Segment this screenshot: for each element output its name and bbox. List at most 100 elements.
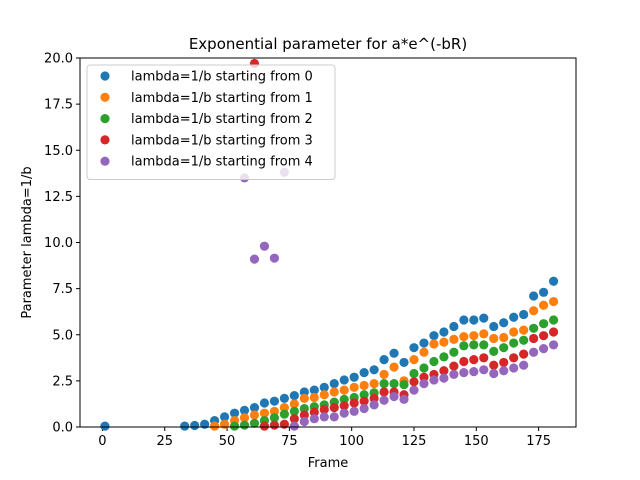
- data-point: [419, 363, 429, 373]
- data-point: [409, 355, 419, 365]
- data-point: [379, 369, 389, 380]
- data-point: [269, 420, 280, 430]
- data-point: [429, 339, 439, 349]
- data-point: [449, 369, 459, 380]
- data-point: [479, 365, 489, 375]
- x-tick-label: 175: [526, 434, 551, 449]
- data-point: [329, 403, 339, 413]
- data-point: [529, 306, 539, 316]
- legend-marker: [100, 71, 110, 81]
- data-point: [269, 413, 280, 423]
- data-point: [349, 406, 359, 416]
- data-point: [259, 241, 270, 251]
- data-point: [359, 380, 369, 391]
- data-point: [529, 323, 539, 333]
- data-point: [459, 356, 469, 367]
- data-point: [389, 379, 399, 389]
- data-point: [519, 309, 529, 320]
- data-point: [219, 412, 230, 422]
- legend-marker: [100, 156, 110, 166]
- data-point: [329, 379, 339, 389]
- data-point: [269, 253, 280, 263]
- y-axis-ticks: 0.0 2.5 5.0 7.5 10.0 12.5 15.0 17.5 20.0: [44, 52, 80, 436]
- data-point: [349, 398, 359, 408]
- x-axis-label: Frame: [308, 456, 349, 471]
- data-point: [509, 353, 519, 363]
- data-point: [479, 329, 489, 339]
- data-point: [459, 367, 469, 378]
- data-point: [319, 382, 329, 392]
- data-point: [329, 387, 339, 397]
- series-3-points: [249, 58, 559, 431]
- data-point: [529, 347, 539, 357]
- data-point: [529, 333, 539, 344]
- series-0-points: [100, 276, 559, 431]
- legend-marker: [100, 92, 110, 102]
- data-point: [489, 333, 499, 344]
- data-point: [309, 385, 319, 395]
- data-point: [399, 379, 409, 390]
- data-point: [319, 412, 329, 422]
- y-tick-label: 0.0: [52, 421, 73, 436]
- data-point: [249, 254, 260, 264]
- data-point: [548, 327, 559, 337]
- x-tick-label: 25: [156, 434, 173, 449]
- y-tick-label: 10.0: [44, 236, 73, 251]
- data-point: [359, 396, 369, 406]
- data-point: [359, 367, 369, 378]
- data-point: [538, 287, 549, 297]
- data-point: [499, 343, 509, 353]
- data-point: [538, 331, 549, 341]
- data-point: [329, 412, 339, 422]
- data-point: [449, 347, 459, 357]
- data-point: [519, 335, 529, 345]
- data-point: [479, 313, 489, 323]
- data-point: [469, 367, 479, 377]
- data-point: [519, 325, 529, 335]
- data-point: [319, 404, 329, 415]
- data-point: [389, 348, 399, 358]
- data-point: [409, 368, 419, 379]
- data-point: [339, 401, 349, 411]
- legend-box: [86, 64, 336, 180]
- data-point: [369, 365, 379, 375]
- data-point: [419, 347, 429, 357]
- data-point: [349, 372, 359, 382]
- data-point: [269, 396, 280, 406]
- data-point: [299, 416, 309, 427]
- data-point: [249, 410, 260, 420]
- data-point: [299, 393, 309, 404]
- data-point: [379, 387, 389, 397]
- data-point: [339, 375, 349, 385]
- axes-frame: [79, 57, 577, 428]
- data-point: [359, 390, 369, 400]
- data-point: [429, 356, 439, 367]
- data-point: [259, 421, 270, 431]
- x-axis-ticks: 0 25 50 75 100 125 150 175: [98, 427, 551, 449]
- data-point: [249, 403, 260, 413]
- data-point: [469, 331, 479, 341]
- data-point: [529, 291, 539, 301]
- data-point: [499, 366, 509, 376]
- data-point: [229, 421, 240, 431]
- data-point: [309, 414, 319, 424]
- data-point: [349, 382, 359, 392]
- data-point: [499, 357, 509, 368]
- y-tick-label: 12.5: [44, 190, 73, 205]
- data-point: [409, 377, 419, 387]
- data-point: [319, 390, 329, 400]
- data-point: [548, 296, 559, 307]
- data-point: [239, 413, 250, 423]
- data-point: [548, 315, 559, 325]
- data-point: [429, 375, 439, 385]
- data-point: [479, 340, 489, 350]
- data-point: [509, 338, 519, 348]
- data-point: [289, 414, 299, 424]
- data-point: [489, 321, 499, 332]
- x-tick-label: 0: [98, 434, 106, 449]
- y-axis-label: Parameter lambda=1/b: [20, 166, 35, 318]
- data-point: [459, 315, 469, 325]
- data-point: [439, 337, 449, 347]
- legend-label: lambda=1/b starting from 4: [131, 155, 313, 170]
- data-point: [419, 379, 429, 389]
